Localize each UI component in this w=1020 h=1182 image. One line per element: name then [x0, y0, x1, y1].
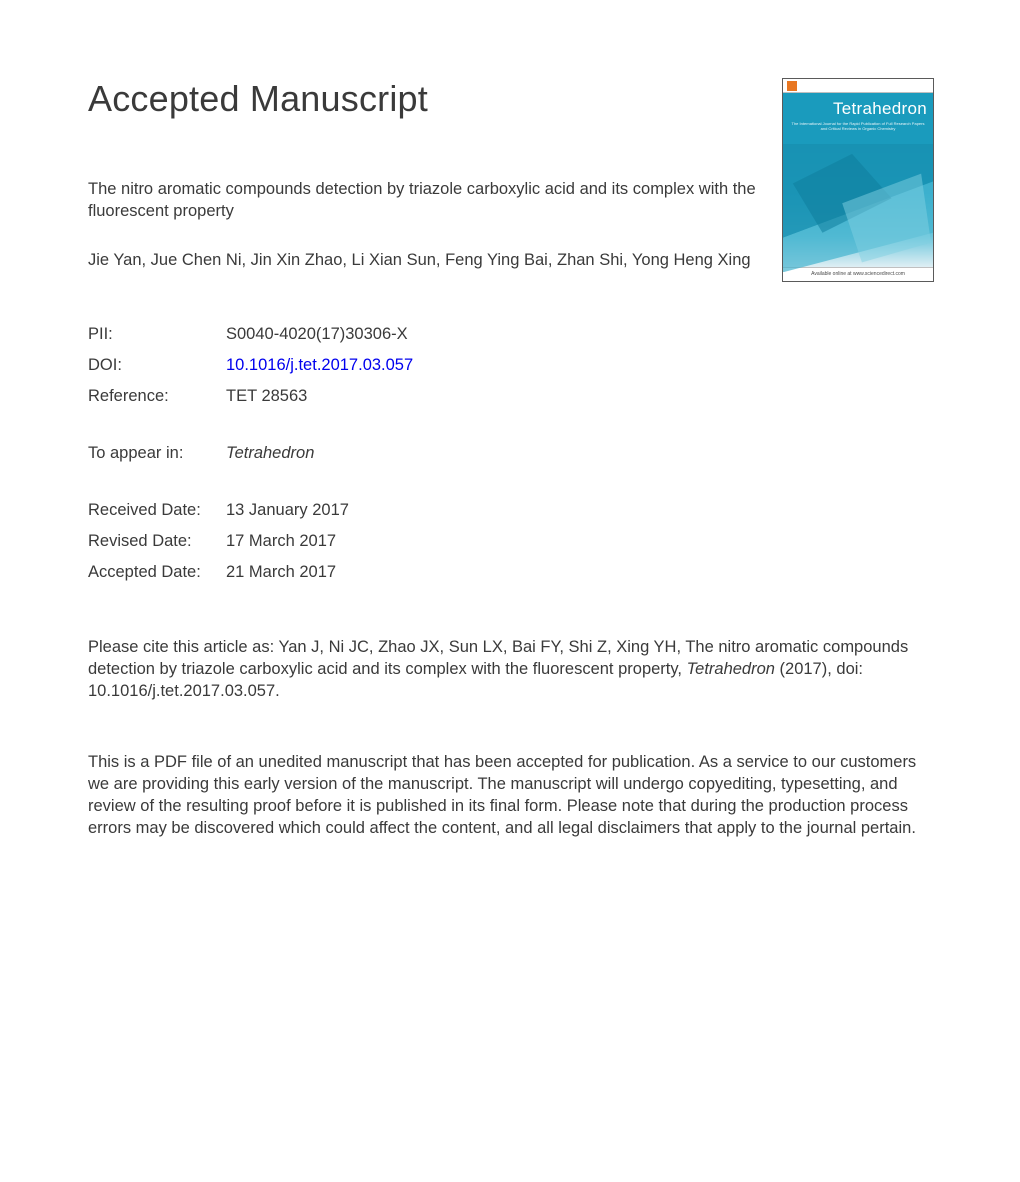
metadata-block-1: PII: S0040-4020(17)30306-X DOI: 10.1016/… — [88, 319, 413, 412]
pii-label: PII: — [88, 319, 226, 350]
meta-row-received: Received Date: 13 January 2017 — [88, 495, 349, 526]
doi-label: DOI: — [88, 350, 226, 381]
revised-value: 17 March 2017 — [226, 526, 349, 557]
citation-text: Please cite this article as: Yan J, Ni J… — [88, 636, 928, 703]
pii-value: S0040-4020(17)30306-X — [226, 319, 413, 350]
elsevier-logo-icon — [787, 81, 797, 91]
article-title: The nitro aromatic compounds detection b… — [88, 178, 758, 223]
meta-row-revised: Revised Date: 17 March 2017 — [88, 526, 349, 557]
accepted-value: 21 March 2017 — [226, 557, 349, 588]
appear-value: Tetrahedron — [226, 438, 314, 469]
revised-label: Revised Date: — [88, 526, 226, 557]
cover-top-strip — [783, 79, 933, 93]
received-label: Received Date: — [88, 495, 226, 526]
cover-subtitle: The International Journal for the Rapid … — [789, 122, 927, 132]
doi-link[interactable]: 10.1016/j.tet.2017.03.057 — [226, 350, 413, 381]
appear-label: To appear in: — [88, 438, 226, 469]
accepted-label: Accepted Date: — [88, 557, 226, 588]
cover-abstract-graphic-icon — [783, 144, 933, 272]
cover-title-band: Tetrahedron The International Journal fo… — [783, 93, 933, 144]
authors-list: Jie Yan, Jue Chen Ni, Jin Xin Zhao, Li X… — [88, 249, 758, 271]
citation-journal: Tetrahedron — [687, 660, 775, 678]
reference-label: Reference: — [88, 381, 226, 412]
meta-row-reference: Reference: TET 28563 — [88, 381, 413, 412]
metadata-block-2: To appear in: Tetrahedron — [88, 438, 314, 469]
cover-journal-name: Tetrahedron — [789, 99, 927, 119]
journal-cover-thumbnail: Tetrahedron The International Journal fo… — [782, 78, 934, 282]
meta-row-accepted: Accepted Date: 21 March 2017 — [88, 557, 349, 588]
metadata-block-3: Received Date: 13 January 2017 Revised D… — [88, 495, 349, 588]
cover-body-graphic — [783, 144, 933, 267]
meta-row-doi: DOI: 10.1016/j.tet.2017.03.057 — [88, 350, 413, 381]
meta-row-appear: To appear in: Tetrahedron — [88, 438, 314, 469]
received-value: 13 January 2017 — [226, 495, 349, 526]
disclaimer-text: This is a PDF file of an unedited manusc… — [88, 751, 928, 840]
meta-row-pii: PII: S0040-4020(17)30306-X — [88, 319, 413, 350]
reference-value: TET 28563 — [226, 381, 413, 412]
